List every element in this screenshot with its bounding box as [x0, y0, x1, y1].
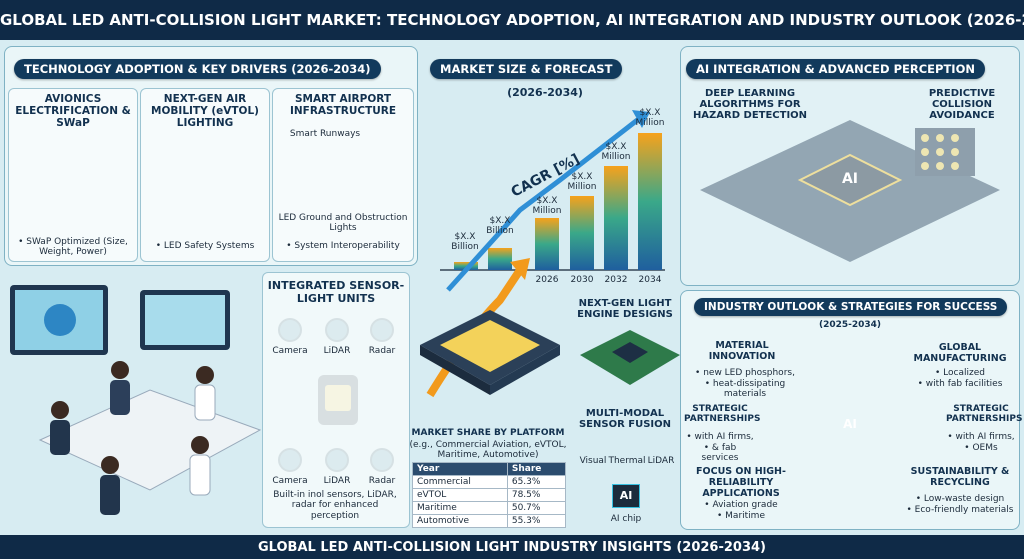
strategy-title: FOCUS ON HIGH-RELIABILITY APPLICATIONS [696, 466, 786, 499]
section-title: AI INTEGRATION & ADVANCED PERCEPTION [686, 59, 985, 79]
sensor-label: Radar [368, 476, 396, 486]
card: AVIONICS ELECTRIFICATION & SWaP • SWaP O… [8, 88, 138, 262]
table-title: MARKET SHARE BY PLATFORM [411, 428, 565, 438]
card-title: NEXT-GEN AIR MOBILITY (eVTOL) LIGHTING [151, 93, 259, 129]
strategy-line: • & fab services [701, 443, 739, 464]
card-item: • LED Safety Systems [155, 241, 255, 251]
table-header: Share [506, 462, 567, 476]
table-cell: 78.5% [506, 488, 567, 502]
strategy-title: STRATEGIC PARTNERSHIPS [946, 404, 1023, 424]
ai-caption: PREDICTIVE COLLISION AVOIDANCE [928, 88, 996, 121]
meeting-illustration [10, 285, 262, 515]
table-cell: 65.3% [506, 475, 567, 489]
card-item: Smart Runways [289, 129, 361, 139]
strategy-title: GLOBAL MANUFACTURING [913, 342, 1007, 364]
strategy-line: • Maritime [717, 511, 765, 521]
panel-title: MULTI-MODAL SENSOR FUSION [578, 408, 672, 430]
strategy-line: • Aviation grade [704, 500, 778, 510]
footer-bar: GLOBAL LED ANTI-COLLISION LIGHT INDUSTRY… [0, 535, 1024, 559]
section-title: MARKET SIZE & FORECAST [430, 59, 623, 79]
bar-label: $X.X Million [532, 196, 562, 217]
fusion-sensor: LiDAR [647, 456, 675, 466]
table-cell: Commercial [412, 475, 508, 489]
fusion-sensor: Visual [579, 456, 607, 466]
card: NEXT-GEN AIR MOBILITY (eVTOL) LIGHTING •… [140, 88, 270, 262]
sensor-label: Camera [272, 346, 308, 356]
table-cell: 50.7% [506, 501, 567, 515]
section-title: INDUSTRY OUTLOOK & STRATEGIES FOR SUCCES… [694, 298, 1008, 316]
section-title: TECHNOLOGY ADOPTION & KEY DRIVERS (2026-… [14, 59, 381, 79]
hub-label: AI [843, 417, 857, 431]
year-label: 2026 [535, 275, 559, 285]
strategy-line: • with AI firms, [686, 432, 754, 442]
card-item: LED Ground and Obstruction Lights [278, 213, 408, 234]
bar-label: $X.X Billion [486, 216, 514, 237]
table-cell: eVTOL [412, 488, 508, 502]
section-subtitle: (2025-2034) [818, 320, 882, 330]
header-bar: GLOBAL LED ANTI-COLLISION LIGHT MARKET: … [0, 0, 1024, 40]
year-label: 2030 [570, 275, 594, 285]
strategy-title: MATERIAL INNOVATION [708, 340, 776, 362]
sensor-panel: INTEGRATED SENSOR-LIGHT UNITS [262, 272, 410, 528]
table-cell: 55.3% [506, 514, 567, 528]
sensor-caption: Built-in inol sensors, LiDAR, radar for … [273, 490, 397, 521]
card-title: AVIONICS ELECTRIFICATION & SWaP [15, 93, 131, 129]
table-header: Year [412, 462, 508, 476]
strategy-title: STRATEGIC PARTNERSHIPS [684, 404, 761, 424]
ai-caption: DEEP LEARNING ALGORITHMS FOR HAZARD DETE… [692, 88, 808, 121]
page-title: GLOBAL LED ANTI-COLLISION LIGHT MARKET: … [0, 11, 1024, 29]
outlook-panel [680, 290, 1020, 530]
strategy-line: • with AI firms, [947, 432, 1015, 442]
bar-label: $X.X Billion [451, 232, 479, 253]
strategy-line: • Localized [935, 368, 985, 378]
strategy-line: • Low-waste design [915, 494, 1005, 504]
sensor-label: Camera [272, 476, 308, 486]
card-title: SMART AIRPORT INFRASTRUCTURE [289, 93, 397, 117]
fusion-sensor: Thermal [608, 456, 646, 466]
table-cell: Automotive [412, 514, 508, 528]
table-cell: Maritime [412, 501, 508, 515]
share-table: Year Share Commercial 65.3% eVTOL 78.5% Mar… [412, 462, 567, 528]
led-chip [420, 310, 560, 395]
year-label: 2032 [604, 275, 628, 285]
table-subtitle: (e.g., Commercial Aviation, eVTOL, Marit… [409, 440, 567, 461]
ai-panel [680, 46, 1020, 286]
chip-caption: AI chip [610, 514, 642, 524]
ai-chip: AI [612, 484, 640, 508]
year-label: 2034 [638, 275, 662, 285]
card-item: • SWaP Optimized (Size, Weight, Power) [18, 237, 128, 258]
sensor-label: LiDAR [323, 346, 351, 356]
bar-label: $X.X Million [635, 108, 665, 129]
strategy-line: • OEMs [964, 443, 998, 453]
strategy-line: • with fab facilities [917, 379, 1003, 389]
card: SMART AIRPORT INFRASTRUCTURE Smart Runwa… [272, 88, 414, 262]
strategy-title: SUSTAINABILITY & RECYCLING [910, 466, 1010, 488]
sensor-label: LiDAR [323, 476, 351, 486]
ai-chip: AI [841, 171, 859, 187]
section-subtitle: (2026-2034) [507, 86, 583, 99]
engine-board [580, 330, 680, 385]
card-item: • System Interoperability [286, 241, 400, 251]
strategy-line: • Eco-friendly materials [906, 505, 1014, 515]
strategy-line: • new LED phosphors, [695, 368, 795, 378]
panel-title: INTEGRATED SENSOR-LIGHT UNITS [267, 279, 405, 305]
footer-title: GLOBAL LED ANTI-COLLISION LIGHT INDUSTRY… [258, 540, 766, 555]
panel-title: NEXT-GEN LIGHT ENGINE DESIGNS [577, 298, 673, 320]
bar-label: $X.X Million [601, 142, 631, 163]
strategy-line: • heat-dissipating materials [704, 379, 786, 400]
bar-label: $X.X Million [567, 172, 597, 193]
sensor-label: Radar [368, 346, 396, 356]
